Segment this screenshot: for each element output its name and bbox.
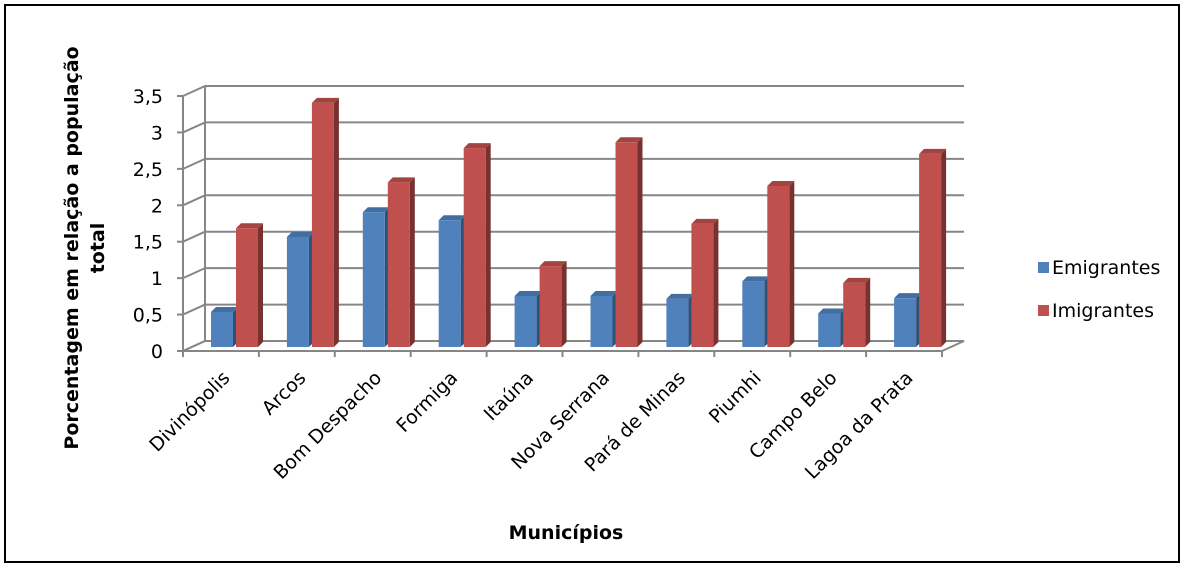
gridline-diagonal xyxy=(182,85,206,97)
y-tick-label: 0,5 xyxy=(133,305,163,327)
legend-swatch-imigrantes xyxy=(1038,305,1049,316)
legend-swatch-emigrantes xyxy=(1038,262,1049,273)
chart-frame: 0 0,5 1 1,5 2 2,5 3 3,5 Divinópolis Arcos Bom Desp… xyxy=(4,4,1180,563)
y-tick-label: 3,5 xyxy=(133,86,163,108)
gridline-diagonal xyxy=(182,267,206,280)
bar-imigrantes xyxy=(767,185,790,347)
bar-imigrantes xyxy=(539,266,562,347)
bar-top-imigrantes xyxy=(843,277,871,283)
x-tick-label: Itaúna xyxy=(480,367,538,425)
bar-side-imigrantes xyxy=(409,177,415,347)
y-tick-label: 3 xyxy=(151,122,163,144)
bar-emigrantes xyxy=(666,298,689,347)
bar-side-imigrantes xyxy=(713,218,719,347)
y-tick-label: 1,5 xyxy=(133,232,163,254)
bar-top-imigrantes xyxy=(919,148,947,154)
bar-top-imigrantes xyxy=(615,137,643,143)
bar-emigrantes xyxy=(818,313,841,347)
bar-imigrantes xyxy=(691,223,714,347)
bar-emigrantes xyxy=(590,296,613,347)
gridline-diagonal xyxy=(182,194,206,207)
bar-top-emigrantes xyxy=(286,231,314,237)
bar-side-imigrantes xyxy=(865,277,871,347)
bar-imigrantes xyxy=(615,142,638,347)
bar-side-imigrantes xyxy=(333,97,339,347)
bar-top-imigrantes xyxy=(463,143,491,149)
bar-imigrantes xyxy=(463,148,486,347)
x-tick-label: Divinópolis xyxy=(145,367,234,456)
bar-side-imigrantes xyxy=(485,143,491,347)
bar-side-imigrantes xyxy=(637,137,643,347)
x-tick-label: Piumhi xyxy=(705,367,766,428)
bar-side-imigrantes xyxy=(789,180,795,347)
bar-top-emigrantes xyxy=(590,291,618,296)
bar-side-imigrantes xyxy=(561,261,567,347)
x-tick-label: Formiga xyxy=(392,367,462,437)
bar-top-imigrantes xyxy=(236,223,263,229)
gridline-diagonal xyxy=(182,303,206,316)
bar-emigrantes xyxy=(742,281,765,347)
bar-top-emigrantes xyxy=(666,293,694,299)
bar-side-imigrantes xyxy=(258,223,263,347)
bar-emigrantes xyxy=(894,298,917,347)
bar-emigrantes xyxy=(514,296,537,347)
y-tick-label: 1 xyxy=(151,268,163,290)
bar-emigrantes xyxy=(362,212,385,347)
bar-imigrantes xyxy=(843,282,866,347)
bar-imigrantes xyxy=(387,182,410,347)
bar-top-emigrantes xyxy=(894,293,922,299)
bar-top-imigrantes xyxy=(539,261,567,267)
bar-top-emigrantes xyxy=(438,215,466,221)
bar-top-imigrantes xyxy=(311,97,339,103)
legend-label: Imigrantes xyxy=(1052,300,1154,322)
x-axis-title: Municípios xyxy=(509,522,624,544)
legend-label: Emigrantes xyxy=(1052,257,1160,279)
bar-imigrantes xyxy=(919,153,942,347)
bar-emigrantes xyxy=(438,220,461,347)
bar-imigrantes xyxy=(311,102,334,347)
bar-side-imigrantes xyxy=(941,148,947,347)
y-tick-label: 2,5 xyxy=(133,159,163,181)
bar-top-emigrantes xyxy=(362,207,390,213)
gridline-diagonal xyxy=(182,230,206,243)
bar-emigrantes xyxy=(286,236,309,347)
y-axis-title-line1: Porcentagem em relação a população xyxy=(61,46,83,449)
gridline-diagonal xyxy=(182,157,206,170)
bar-top-emigrantes xyxy=(818,308,846,314)
bar-imigrantes xyxy=(236,228,258,347)
bar-emigrantes xyxy=(211,312,233,347)
gridline-diagonal xyxy=(182,121,206,134)
y-axis-title-line2: total xyxy=(87,223,109,274)
bar-top-emigrantes xyxy=(742,276,770,282)
bar-top-imigrantes xyxy=(767,180,795,186)
bar-top-imigrantes xyxy=(691,218,719,224)
y-tick-label: 0 xyxy=(151,341,163,363)
y-tick-label: 2 xyxy=(151,195,163,217)
floor xyxy=(182,340,965,352)
bar-top-emigrantes xyxy=(211,307,238,313)
bar-top-imigrantes xyxy=(387,177,415,183)
bar-top-emigrantes xyxy=(514,291,542,296)
x-tick-label: Arcos xyxy=(258,367,311,420)
